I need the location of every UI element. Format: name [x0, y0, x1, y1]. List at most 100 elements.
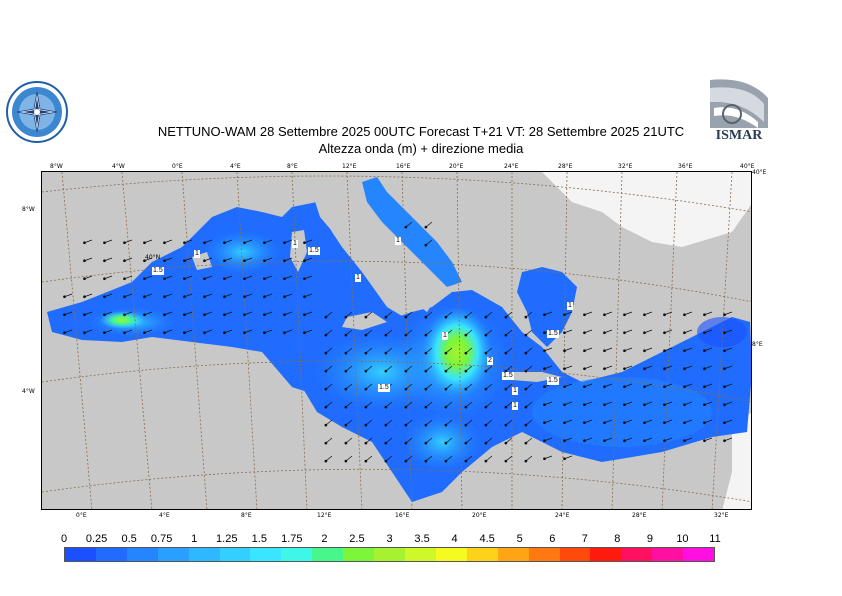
- colorbar-swatch: [219, 548, 251, 561]
- direction-arrow-head: [404, 333, 408, 337]
- direction-arrow-head: [243, 277, 246, 281]
- direction-arrow-head: [263, 259, 266, 263]
- direction-arrow-head: [603, 331, 606, 335]
- direction-arrow-head: [163, 331, 166, 335]
- direction-arrow-head: [663, 331, 666, 335]
- legend-tick-label: 0: [60, 533, 68, 545]
- colorbar-swatch: [466, 548, 498, 561]
- white-area: [542, 172, 751, 247]
- wave-height-patches: [87, 230, 747, 472]
- left-tick-label: 8°W: [22, 206, 35, 213]
- direction-arrow-head: [543, 403, 546, 407]
- direction-arrow-head: [484, 441, 488, 445]
- direction-arrow-head: [603, 349, 606, 353]
- top-tick-label: 4°W: [112, 163, 125, 170]
- direction-arrow-head: [623, 331, 626, 335]
- contour-label: 1.5: [308, 247, 320, 255]
- legend-tick-label: 2.5: [349, 533, 365, 545]
- direction-arrow-head: [643, 421, 646, 425]
- direction-arrow-head: [504, 423, 508, 427]
- direction-arrow-head: [324, 351, 328, 355]
- colorbar-swatch: [404, 548, 436, 561]
- legend-tick-label: 7: [581, 533, 588, 545]
- top-tick-label: 36°E: [678, 163, 693, 170]
- direction-arrow-head: [123, 313, 126, 317]
- direction-arrow-head: [543, 439, 546, 443]
- direction-arrow-head: [223, 331, 226, 335]
- contour-label: 1: [567, 302, 573, 310]
- direction-arrow-head: [643, 385, 646, 389]
- direction-arrow-head: [103, 259, 106, 263]
- direction-arrow-head: [103, 313, 106, 317]
- direction-arrow-head: [324, 315, 328, 319]
- direction-arrow-head: [663, 367, 666, 371]
- direction-arrow-head: [203, 295, 206, 299]
- direction-arrow-head: [183, 331, 186, 335]
- direction-arrow-head: [384, 405, 388, 409]
- direction-arrow-head: [563, 439, 566, 443]
- direction-arrow-head: [444, 369, 448, 373]
- direction-arrow-head: [563, 313, 566, 317]
- contour-label: 1.5: [152, 267, 164, 275]
- direction-arrow-head: [344, 369, 348, 373]
- legend-tick-label: 2: [321, 533, 328, 545]
- top-tick-label: 24°E: [504, 163, 519, 170]
- direction-arrow-head: [524, 369, 528, 373]
- direction-arrow-head: [563, 385, 566, 389]
- colorbar-swatch: [343, 548, 375, 561]
- legend-tick-label: 1.25: [216, 533, 238, 545]
- direction-arrow-head: [444, 351, 448, 355]
- direction-arrow-head: [263, 331, 266, 335]
- map-panel[interactable]: 1 1.5 1 1.5 1 1 1 1.5 1 1.5 2 1.5 1 1.5 …: [41, 171, 752, 510]
- direction-arrow-head: [583, 403, 586, 407]
- direction-arrow-head: [324, 333, 328, 337]
- colorbar-swatch: [374, 548, 405, 561]
- direction-arrow-head: [143, 295, 146, 299]
- bottom-tick-label: 32°E: [714, 512, 729, 519]
- direction-arrow-head: [103, 295, 106, 299]
- direction-arrow-head: [263, 295, 266, 299]
- direction-arrow-head: [563, 331, 566, 335]
- direction-arrow-head: [723, 439, 726, 443]
- direction-arrow-head: [603, 385, 606, 389]
- direction-arrow-head: [283, 241, 286, 245]
- direction-arrow-head: [143, 241, 146, 245]
- direction-arrow-head: [524, 459, 528, 463]
- direction-arrow-head: [324, 459, 328, 463]
- contour-label: 1.5: [502, 372, 514, 380]
- direction-arrow-head: [424, 225, 428, 229]
- direction-arrow-head: [424, 315, 428, 319]
- direction-arrow-head: [484, 405, 488, 409]
- direction-arrow-head: [324, 441, 328, 445]
- contour-label: 1: [194, 250, 200, 258]
- direction-arrow-head: [583, 439, 586, 443]
- direction-arrow-head: [723, 349, 726, 353]
- direction-arrow-head: [203, 241, 206, 245]
- direction-arrow-head: [444, 441, 448, 445]
- direction-arrow-head: [364, 315, 368, 319]
- direction-arrow-head: [364, 459, 368, 463]
- direction-arrow-head: [163, 259, 166, 263]
- direction-arrow-head: [63, 331, 66, 335]
- direction-arrow-head: [683, 403, 686, 407]
- direction-arrow-head: [543, 421, 546, 425]
- direction-arrow-head: [563, 367, 566, 371]
- direction-arrow-head: [384, 441, 388, 445]
- direction-arrow-head: [344, 387, 348, 391]
- direction-arrow-head: [283, 295, 286, 299]
- direction-arrow-head: [404, 423, 408, 427]
- direction-arrow-head: [163, 241, 166, 245]
- direction-arrow-head: [344, 315, 348, 319]
- direction-arrow-head: [563, 349, 566, 353]
- colorbar-swatch: [312, 548, 344, 561]
- direction-arrow-head: [344, 351, 348, 355]
- direction-arrow-head: [404, 441, 408, 445]
- colorbar-swatch: [126, 548, 158, 561]
- direction-arrow-head: [703, 349, 706, 353]
- direction-arrow-head: [83, 295, 86, 299]
- direction-arrow-head: [683, 331, 686, 335]
- direction-arrow-head: [404, 459, 408, 463]
- wave-height-map: [42, 172, 751, 509]
- direction-arrow-head: [504, 459, 508, 463]
- direction-arrow-head: [384, 333, 388, 337]
